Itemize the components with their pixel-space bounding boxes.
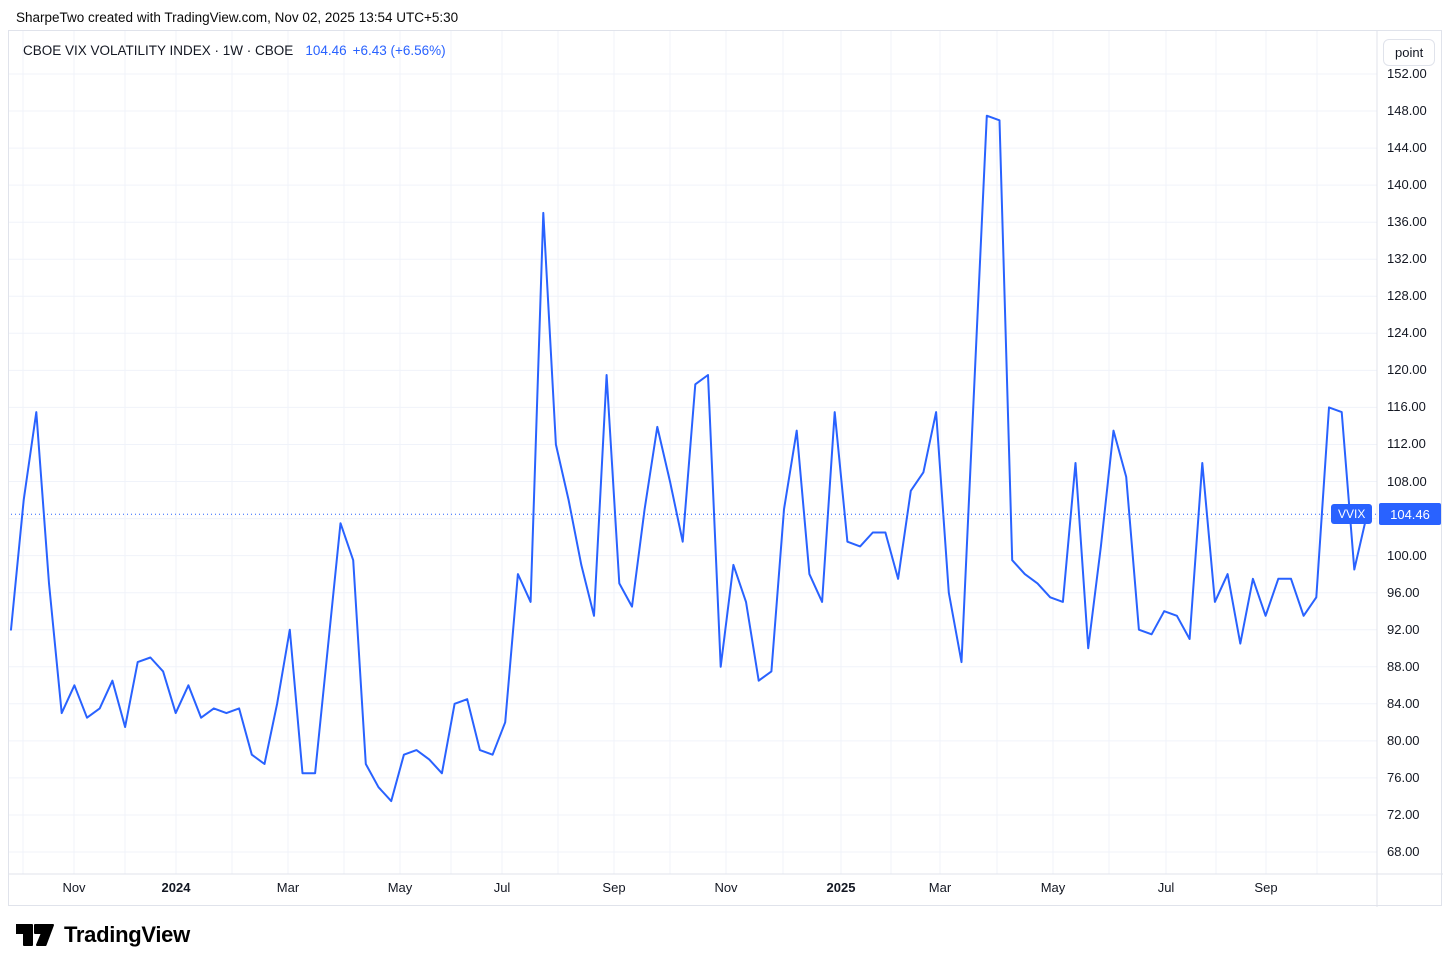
time-scale-label: Nov — [714, 880, 738, 895]
price-scale-label: 80.00 — [1387, 732, 1420, 748]
tradingview-footer[interactable]: TradingView — [16, 922, 190, 948]
price-scale-label: 76.00 — [1387, 769, 1420, 785]
price-scale-label: 144.00 — [1387, 140, 1427, 156]
time-scale-label: Jul — [493, 880, 511, 895]
tradingview-wordmark: TradingView — [64, 922, 190, 947]
time-scale-label: May — [1040, 880, 1066, 895]
time-scale-label: Jul — [1157, 880, 1175, 895]
chart-widget: CBOE VIX VOLATILITY INDEX · 1W · CBOE 104… — [8, 30, 1443, 907]
current-price-badge: 104.46 — [1379, 503, 1441, 526]
time-scale-label: 2025 — [826, 880, 856, 895]
price-scale-label: 92.00 — [1387, 621, 1420, 637]
price-scale-label: 132.00 — [1387, 251, 1427, 267]
price-scale-label: 148.00 — [1387, 103, 1427, 119]
time-scale-label: Nov — [62, 880, 86, 895]
price-scale-label: 96.00 — [1387, 584, 1420, 600]
time-scale-label: Sep — [1254, 880, 1278, 895]
price-change: +6.43 (+6.56%) — [352, 43, 446, 58]
price-scale-label: 140.00 — [1387, 177, 1427, 193]
price-scale-label: 120.00 — [1387, 362, 1427, 378]
price-scale-label: 116.00 — [1387, 399, 1426, 415]
price-scale-label: 72.00 — [1387, 806, 1420, 822]
price-scale-label: 136.00 — [1387, 214, 1427, 230]
tradingview-logo[interactable] — [16, 923, 54, 947]
price-scale-label: 128.00 — [1387, 288, 1427, 304]
price-scale-label: 88.00 — [1387, 658, 1420, 674]
price-chart[interactable] — [9, 31, 1443, 907]
attribution-text: SharpeTwo created with TradingView.com, … — [16, 10, 459, 25]
price-scale-label: 124.00 — [1387, 325, 1427, 341]
price-scale-label: 112.00 — [1387, 436, 1426, 452]
chart-legend[interactable]: CBOE VIX VOLATILITY INDEX · 1W · CBOE 104… — [23, 43, 446, 58]
time-scale-label: Mar — [928, 880, 952, 895]
price-scale-label: 108.00 — [1387, 473, 1427, 489]
time-scale-label: May — [387, 880, 413, 895]
price-scale-label: 100.00 — [1387, 547, 1427, 563]
price-scale-label: 68.00 — [1387, 843, 1420, 859]
price-scale-label: 84.00 — [1387, 695, 1420, 711]
time-scale[interactable]: Nov 2024 Mar May Jul Sep Nov 2025 Mar May Jul Sep — [9, 880, 1377, 904]
time-scale-label: 2024 — [161, 880, 191, 895]
time-scale-label: Mar — [276, 880, 300, 895]
last-price: 104.46 — [305, 43, 347, 58]
time-scale-label: Sep — [602, 880, 626, 895]
point-unit-button[interactable]: point — [1383, 39, 1436, 66]
price-scale[interactable]: 152.00 148.00 144.00 140.00 136.00 132.00 128.… — [1387, 31, 1443, 907]
series-label-pill: VVIX — [1331, 504, 1373, 525]
price-scale-label: 152.00 — [1387, 66, 1427, 81]
symbol-description[interactable]: CBOE VIX VOLATILITY INDEX · 1W · CBOE — [23, 43, 294, 58]
